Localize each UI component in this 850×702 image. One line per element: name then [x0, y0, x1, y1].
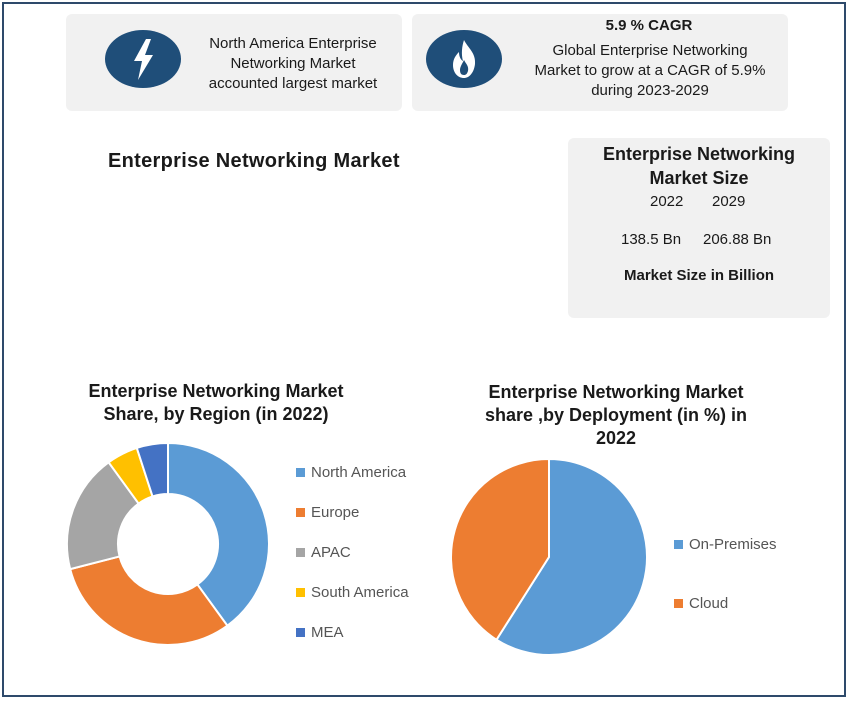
region-slice-europe	[68, 555, 229, 646]
deployment-slice-on-premises	[495, 457, 648, 656]
deployment-legend-item-cloud: Cloud	[674, 595, 728, 612]
market-size-footer: Market Size in Billion	[623, 267, 775, 284]
legend-swatch	[296, 508, 305, 517]
legend-label: Europe	[311, 504, 360, 521]
region-legend-item-north-america: North America	[296, 464, 406, 481]
region-highlight-text: North America Enterprise Networking Mark…	[190, 34, 396, 94]
region-highlight-card: North America Enterprise Networking Mark…	[66, 14, 402, 111]
legend-label: South America	[311, 584, 409, 601]
legend-swatch	[674, 599, 683, 608]
region-chart-title-line: Share, by Region (in 2022)	[103, 404, 329, 424]
legend-swatch	[296, 548, 305, 557]
main-title: Enterprise Networking Market	[108, 150, 400, 172]
cagr-line: Market to grow at a CAGR of 5.9%	[534, 62, 766, 79]
region-highlight-line: North America Enterprise	[209, 35, 377, 52]
year-2022: 2022	[650, 193, 684, 210]
region-highlight-line: accounted largest market	[208, 75, 378, 92]
market-size-title: Enterprise Networking Market Size	[570, 142, 828, 190]
market-size-card	[568, 138, 830, 318]
region-slice-north-america	[167, 441, 270, 628]
market-size-title-line: Market Size	[649, 168, 749, 188]
region-highlight-line: Networking Market	[230, 55, 356, 72]
region-chart-title: Enterprise Networking Market Share, by R…	[66, 380, 366, 426]
cagr-text: Global Enterprise Networking Market to g…	[516, 41, 784, 101]
cagr-line: Global Enterprise Networking	[552, 42, 748, 59]
region-legend-item-south-america: South America	[296, 584, 409, 601]
deployment-slice-cloud	[450, 457, 550, 642]
deployment-chart-title-line: 2022	[595, 428, 637, 448]
legend-swatch	[296, 468, 305, 477]
legend-label: MEA	[311, 624, 344, 641]
value-2022: 138.5 Bn	[621, 231, 682, 248]
deployment-chart-title-line: share ,by Deployment (in %) in	[484, 405, 748, 425]
legend-label: Cloud	[689, 595, 729, 612]
year-2029: 2029	[712, 193, 746, 210]
legend-label: APAC	[311, 544, 351, 561]
legend-swatch	[296, 628, 305, 637]
region-legend-item-europe: Europe	[296, 504, 359, 521]
cagr-line: during 2023-2029	[591, 82, 709, 99]
deployment-pie-chart	[450, 457, 648, 656]
cagr-title: 5.9 % CAGR	[605, 17, 693, 34]
region-donut-chart	[66, 441, 270, 646]
legend-swatch	[674, 540, 683, 549]
cagr-card: 5.9 % CAGR Global Enterprise Networking …	[412, 14, 788, 111]
deployment-chart-title: Enterprise Networking Market share ,by D…	[466, 381, 766, 450]
region-legend-item-mea: MEA	[296, 624, 344, 641]
lightning-bolt-icon	[105, 30, 181, 88]
region-legend-item-apac: APAC	[296, 544, 351, 561]
legend-label: On-Premises	[689, 536, 777, 553]
flame-icon	[426, 30, 502, 88]
deployment-legend-item-on-premises: On-Premises	[674, 536, 777, 553]
legend-swatch	[296, 588, 305, 597]
deployment-chart-title-line: Enterprise Networking Market	[488, 382, 744, 402]
region-chart-title-line: Enterprise Networking Market	[88, 381, 344, 401]
market-size-title-line: Enterprise Networking	[602, 144, 796, 164]
legend-label: North America	[311, 464, 407, 481]
value-2029: 206.88 Bn	[703, 231, 772, 248]
region-slice-mea	[135, 441, 169, 498]
